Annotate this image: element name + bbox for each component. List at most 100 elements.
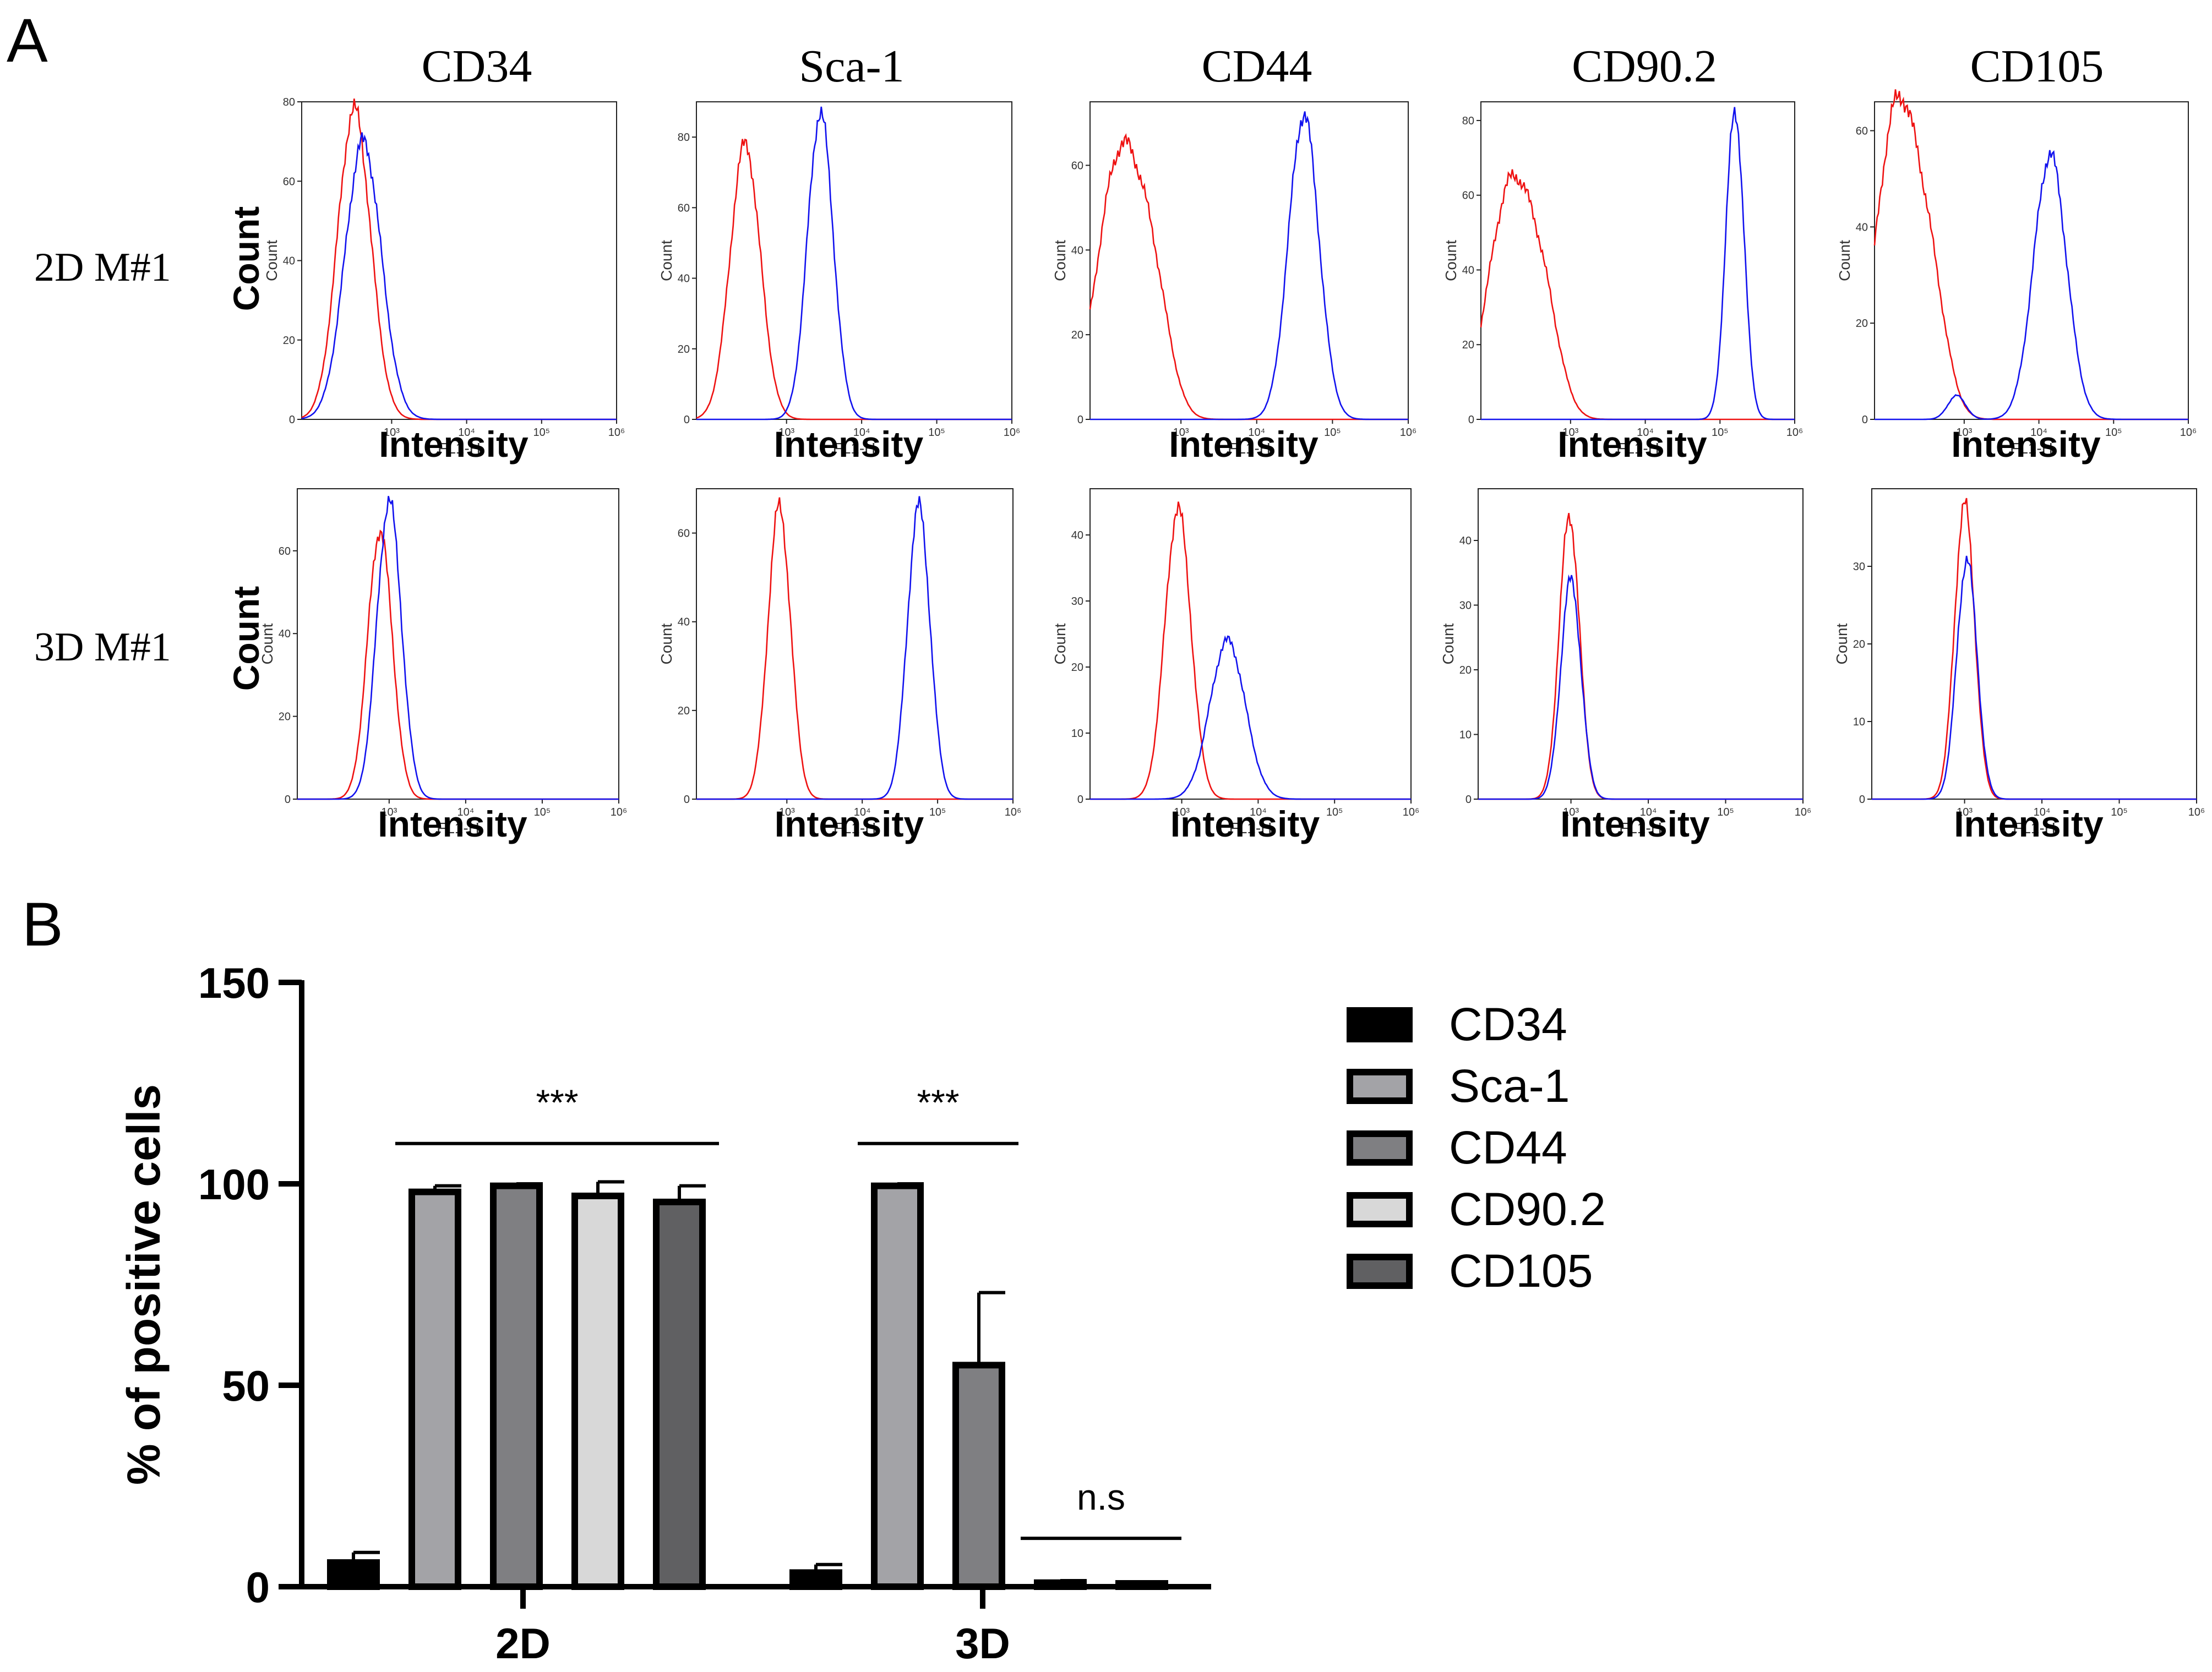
- x-axis-label-intensity: Intensity: [1169, 424, 1319, 465]
- panel-label-a: A: [7, 6, 48, 75]
- marker-histogram-curve: [1090, 635, 1411, 800]
- y-tick-label: 40: [678, 273, 690, 285]
- panel-b-bar-chart: 0 50 100 150 % of positive cells 2D 3D *** *** n.…: [118, 959, 1606, 1668]
- column-title: CD105: [1970, 41, 2104, 92]
- y-tick-label: 30: [1071, 595, 1083, 608]
- x-tick-label: 10⁶: [1786, 427, 1803, 439]
- legend-label: CD105: [1449, 1245, 1593, 1297]
- y-tick-label: 20: [1462, 339, 1474, 351]
- histogram-frame: [1478, 488, 1804, 800]
- y-tick-label: 40: [283, 255, 295, 267]
- column-title: Sca-1: [799, 41, 904, 92]
- faint-y-label: Count: [263, 240, 280, 281]
- y-tick-label: 150: [198, 959, 270, 1007]
- y-tick-label: 20: [1459, 664, 1472, 676]
- faint-x-label: FL1-H: [437, 819, 480, 837]
- faint-x-label: FL1-H: [2013, 819, 2056, 837]
- significance-label: n.s: [1077, 1477, 1125, 1517]
- legend-label: CD90.2: [1449, 1183, 1606, 1235]
- bar-cd44: [490, 1182, 543, 1590]
- x-tick-label: 10⁶: [1400, 427, 1416, 439]
- x-tick-label: 10³: [1563, 806, 1579, 818]
- x-tick-label: 10⁴: [1640, 806, 1657, 818]
- x-tick-label: 10⁴: [854, 806, 871, 818]
- x-tick-label: 10³: [778, 427, 794, 439]
- y-tick-label: 10: [1071, 728, 1083, 740]
- x-tick-label: 10⁵: [2105, 427, 2122, 439]
- x-axis-label-intensity: Intensity: [775, 804, 924, 844]
- y-tick-label: 20: [1853, 638, 1865, 651]
- marker-histogram-curve: [1478, 574, 1803, 800]
- histogram-frame: [301, 101, 617, 420]
- y-axis-label-count: Count: [226, 206, 266, 312]
- marker-histogram-curve: [301, 132, 617, 420]
- x-axis-label-intensity: Intensity: [1560, 804, 1710, 844]
- control-histogram-curve: [301, 99, 617, 420]
- x-tick-label: 10⁵: [1712, 427, 1729, 439]
- x-tick-label: 10⁵: [1326, 806, 1343, 818]
- x-tick-label: 10⁵: [533, 427, 551, 439]
- control-histogram-curve: [696, 138, 1012, 420]
- faint-y-label: Count: [1833, 623, 1850, 664]
- x-tick-label: 10⁶: [1004, 427, 1020, 439]
- y-tick-label: 40: [1071, 244, 1083, 256]
- x-tick-label: 10⁴: [853, 427, 870, 439]
- x-axis-label-intensity: Intensity: [379, 424, 529, 465]
- bar-sca-1: [871, 1182, 924, 1590]
- y-tick-label: 50: [222, 1362, 270, 1410]
- y-tick-label: 80: [678, 132, 690, 144]
- y-tick-label: 0: [289, 414, 295, 426]
- marker-histogram-curve: [696, 106, 1012, 420]
- control-histogram-curve: [1872, 498, 2197, 800]
- faint-x-label: FL1-H: [1616, 440, 1659, 457]
- y-tick-label: 60: [1071, 160, 1083, 172]
- control-histogram-curve: [1873, 89, 2188, 420]
- faint-y-label: Count: [1440, 623, 1457, 664]
- y-tick-label: 40: [1462, 264, 1474, 276]
- y-tick-label: 10: [1853, 716, 1865, 728]
- x-tick-label: 10⁶: [2188, 806, 2205, 818]
- x-tick-label: 10⁴: [458, 427, 475, 439]
- panel-label-b: B: [22, 890, 63, 959]
- y-tick-label: 40: [279, 628, 291, 640]
- legend-label: Sca-1: [1449, 1060, 1570, 1112]
- y-tick-label: 30: [1459, 600, 1472, 612]
- x-tick-label: 10³: [1174, 806, 1190, 818]
- column-title: CD34: [422, 41, 532, 92]
- faint-y-label: Count: [259, 623, 276, 664]
- y-tick-label: 0: [246, 1563, 270, 1611]
- y-tick-label: 60: [678, 528, 690, 540]
- faint-y-label: Count: [1836, 240, 1853, 281]
- group-label: 3D: [955, 1619, 1010, 1668]
- y-tick-label: 40: [678, 616, 690, 629]
- x-tick-label: 10³: [1173, 427, 1189, 439]
- y-tick-label: 60: [279, 545, 291, 558]
- x-tick-label: 10⁴: [2030, 427, 2047, 439]
- control-histogram-curve: [1478, 512, 1803, 800]
- x-axis-label-intensity: Intensity: [1951, 424, 2101, 465]
- y-tick-label: 40: [1459, 535, 1472, 547]
- faint-y-label: Count: [1051, 623, 1069, 664]
- legend-swatch: [1347, 1192, 1413, 1227]
- bar-cd105: [653, 1198, 706, 1590]
- y-tick-label: 20: [283, 335, 295, 347]
- y-tick-label: 0: [1077, 794, 1083, 806]
- y-tick-label: 0: [1468, 414, 1474, 426]
- x-tick-label: 10⁵: [928, 427, 945, 439]
- y-tick-label: 20: [678, 705, 690, 717]
- row-title: 2D M#1: [34, 245, 171, 290]
- y-tick-label: 60: [1856, 125, 1868, 137]
- bar-cd90-2: [1034, 1579, 1087, 1590]
- x-tick-label: 10³: [384, 427, 400, 439]
- bar-cd90-2: [571, 1192, 624, 1590]
- y-tick-label: 0: [1465, 794, 1472, 806]
- marker-histogram-curve: [1090, 111, 1408, 420]
- y-axis-label-count: Count: [226, 586, 266, 691]
- x-tick-label: 10⁶: [1005, 806, 1021, 818]
- y-tick-label: 0: [684, 794, 690, 806]
- y-tick-label: 20: [678, 343, 690, 356]
